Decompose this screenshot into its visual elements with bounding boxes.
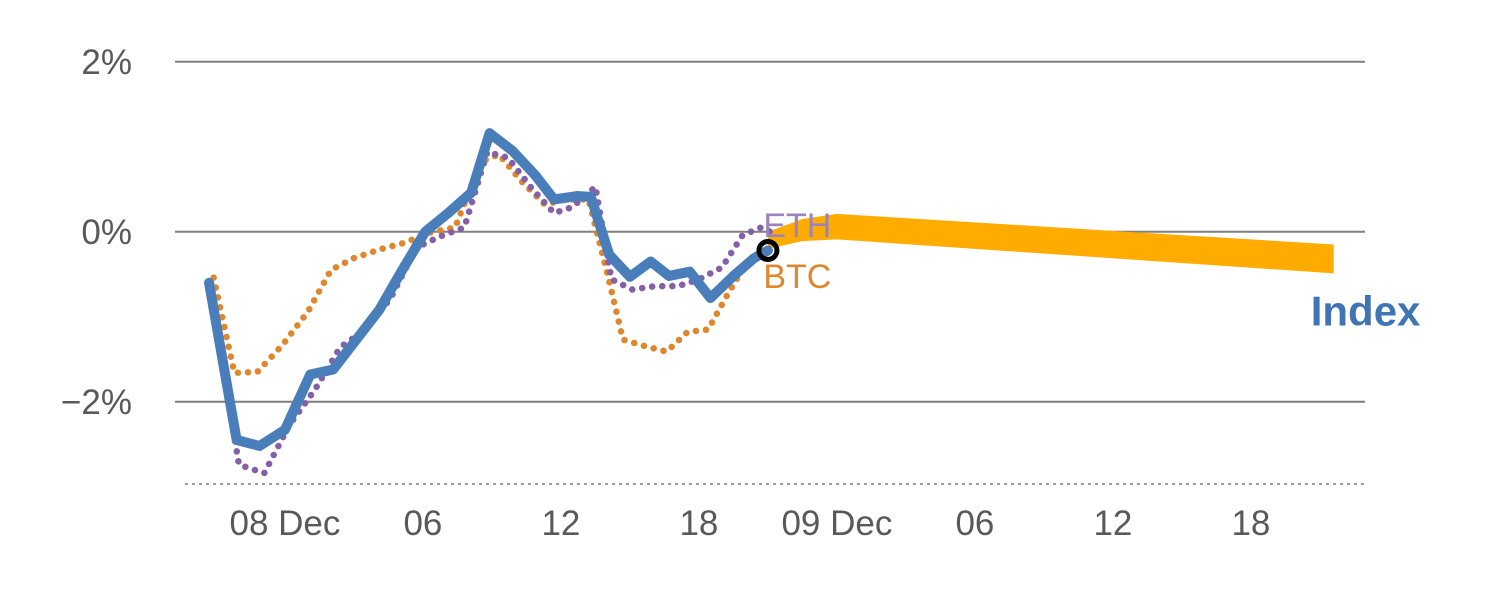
y-tick-label-0: 2%: [81, 43, 132, 82]
x-tick-label-4: 09 Dec: [781, 504, 892, 543]
series-label-eth: ETH: [763, 207, 831, 245]
x-tick-label-1: 06: [403, 504, 442, 543]
y-tick-label-1: 0%: [81, 213, 132, 252]
series-line-eth: [205, 148, 774, 477]
series-line-index: [204, 128, 773, 451]
x-tick-label-0: 08 Dec: [229, 504, 340, 543]
x-tick-label-5: 06: [955, 504, 994, 543]
series-label-index: Index: [1311, 287, 1421, 334]
series-line-btc: [210, 151, 772, 377]
series-label-btc: BTC: [763, 258, 831, 296]
current-point-marker: [756, 238, 780, 262]
x-tick-label-2: 12: [541, 504, 580, 543]
x-tick-label-6: 12: [1093, 504, 1132, 543]
x-tick-label-3: 18: [679, 504, 718, 543]
forecast-band: [767, 213, 1334, 274]
x-tick-label-7: 18: [1231, 504, 1270, 543]
y-tick-label-2: −2%: [61, 383, 132, 422]
